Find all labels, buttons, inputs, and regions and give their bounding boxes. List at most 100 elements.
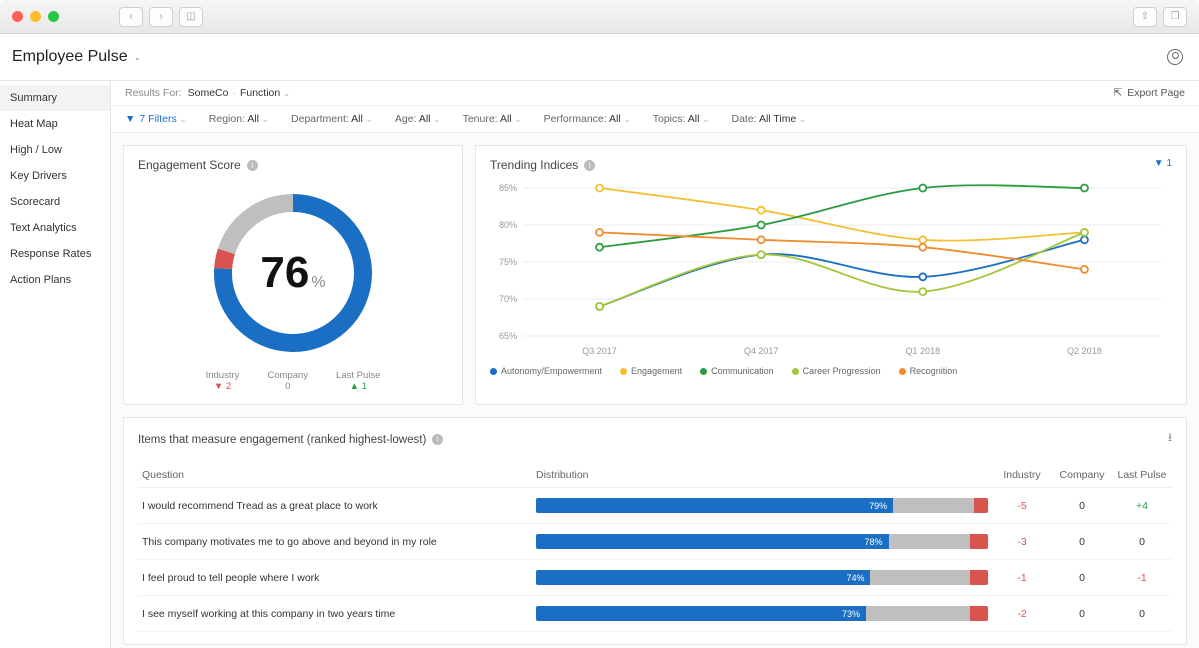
share-button[interactable]: ⇧ — [1133, 7, 1157, 27]
tabs-button[interactable]: ❐ — [1163, 7, 1187, 27]
table-row: I would recommend Tread as a great place… — [138, 488, 1172, 524]
info-icon[interactable]: i — [247, 160, 258, 171]
filter-topics[interactable]: Topics: All — [653, 113, 710, 125]
close-window-button[interactable] — [12, 11, 23, 22]
company-delta: 0 — [1052, 560, 1112, 596]
industry-delta: -1 — [992, 560, 1052, 596]
sidebar-item-text-analytics[interactable]: Text Analytics — [0, 215, 110, 241]
svg-text:80%: 80% — [499, 220, 517, 230]
items-table: QuestionDistributionIndustryCompanyLast … — [138, 463, 1172, 632]
svg-text:65%: 65% — [499, 331, 517, 341]
traffic-lights — [12, 11, 59, 22]
sidebar-item-scorecard[interactable]: Scorecard — [0, 189, 110, 215]
filter-region[interactable]: Region: All — [209, 113, 269, 125]
sidebar: SummaryHeat MapHigh / LowKey DriversScor… — [0, 81, 111, 648]
last-pulse-delta: -1 — [1112, 560, 1172, 596]
minimize-window-button[interactable] — [30, 11, 41, 22]
export-label: Export Page — [1127, 87, 1185, 99]
company-delta: 0 — [1052, 596, 1112, 632]
filters-count-dropdown[interactable]: ▼7 Filters — [125, 113, 187, 125]
sidebar-item-key-drivers[interactable]: Key Drivers — [0, 163, 110, 189]
gauge-legend-company: Company0 — [267, 370, 308, 392]
app-title-dropdown[interactable]: Employee Pulse ⌄ — [12, 48, 141, 66]
items-title: Items that measure engagement (ranked hi… — [138, 434, 426, 446]
nav-buttons: ‹ › ◫ — [119, 7, 203, 27]
company-delta: 0 — [1052, 488, 1112, 524]
app-header: Employee Pulse ⌄ — [0, 34, 1199, 81]
distribution-cell: 73% — [532, 596, 992, 632]
legend-recognition[interactable]: Recognition — [899, 366, 958, 376]
trending-indices-card: Trending Indices i ▼ 1 65% 70% 75% 80% 85% Q3… — [475, 145, 1187, 405]
zoom-window-button[interactable] — [48, 11, 59, 22]
trending-indices-title: Trending Indices — [490, 158, 578, 172]
percent-sign: % — [311, 274, 325, 291]
sidebar-item-action-plans[interactable]: Action Plans — [0, 267, 110, 293]
industry-delta: -2 — [992, 596, 1052, 632]
download-icon[interactable]: ⭳ — [1168, 430, 1172, 449]
last-pulse-delta: 0 — [1112, 596, 1172, 632]
sidebar-item-heat-map[interactable]: Heat Map — [0, 111, 110, 137]
col-company: Company — [1052, 463, 1112, 488]
table-row: I feel proud to tell people where I work… — [138, 560, 1172, 596]
engagement-score-value: 76 — [260, 248, 309, 297]
company-delta: 0 — [1052, 524, 1112, 560]
window-chrome: ‹ › ◫ ⇧ ❐ — [0, 0, 1199, 34]
info-icon[interactable]: i — [432, 434, 443, 445]
question-cell: I feel proud to tell people where I work — [138, 560, 532, 596]
export-icon: ⇱ — [1113, 87, 1122, 99]
filter-age[interactable]: Age: All — [395, 113, 441, 125]
back-button[interactable]: ‹ — [119, 7, 143, 27]
results-bar: Results For: SomeCo · Function ⇱ Export … — [111, 81, 1199, 106]
filter-icon: ▼ — [125, 113, 135, 125]
question-cell: I would recommend Tread as a great place… — [138, 488, 532, 524]
engagement-items-card: Items that measure engagement (ranked hi… — [123, 417, 1187, 645]
legend-autonomy-empowerment[interactable]: Autonomy/Empowerment — [490, 366, 602, 376]
svg-text:Q3 2017: Q3 2017 — [582, 346, 617, 356]
col-last-pulse: Last Pulse — [1112, 463, 1172, 488]
user-menu-icon[interactable] — [1167, 49, 1183, 65]
engagement-score-card: Engagement Score i 76% Industry▼ 2 Compan… — [123, 145, 463, 405]
distribution-cell: 78% — [532, 524, 992, 560]
svg-text:85%: 85% — [499, 183, 517, 193]
sidebar-item-summary[interactable]: Summary — [0, 85, 110, 111]
forward-button[interactable]: › — [149, 7, 173, 27]
table-row: This company motivates me to go above an… — [138, 524, 1172, 560]
app-title-label: Employee Pulse — [12, 48, 128, 66]
sidebar-toggle-button[interactable]: ◫ — [179, 7, 203, 27]
svg-text:Q1 2018: Q1 2018 — [906, 346, 941, 356]
filter-tenure[interactable]: Tenure: All — [463, 113, 522, 125]
trend-chart: 65%70%75%80%85%Q3 2017Q4 2017Q1 2018Q2 2… — [490, 180, 1172, 360]
svg-text:Q2 2018: Q2 2018 — [1067, 346, 1102, 356]
filter-date[interactable]: Date: All Time — [732, 113, 807, 125]
svg-text:70%: 70% — [499, 294, 517, 304]
chevron-down-icon: ⌄ — [134, 52, 142, 63]
grouping-dropdown[interactable]: Function — [240, 87, 290, 99]
legend-career-progression[interactable]: Career Progression — [792, 366, 881, 376]
table-row: I see myself working at this company in … — [138, 596, 1172, 632]
industry-delta: -5 — [992, 488, 1052, 524]
filter-performance[interactable]: Performance: All — [544, 113, 631, 125]
sidebar-item-high-low[interactable]: High / Low — [0, 137, 110, 163]
industry-delta: -3 — [992, 524, 1052, 560]
sidebar-item-response-rates[interactable]: Response Rates — [0, 241, 110, 267]
results-for-label: Results For: — [125, 87, 182, 99]
question-cell: This company motivates me to go above an… — [138, 524, 532, 560]
filter-department[interactable]: Department: All — [291, 113, 373, 125]
gauge-legend-last-pulse: Last Pulse▲ 1 — [336, 370, 380, 392]
gauge-legend-industry: Industry▼ 2 — [206, 370, 240, 392]
col-distribution: Distribution — [532, 463, 992, 488]
distribution-cell: 79% — [532, 488, 992, 524]
svg-text:75%: 75% — [499, 257, 517, 267]
info-icon[interactable]: i — [584, 160, 595, 171]
col-question: Question — [138, 463, 532, 488]
engagement-score-title: Engagement Score — [138, 158, 241, 172]
legend-communication[interactable]: Communication — [700, 366, 774, 376]
question-cell: I see myself working at this company in … — [138, 596, 532, 632]
filter-bar: ▼7 Filters Region: All Department: All Age… — [111, 106, 1199, 133]
legend-engagement[interactable]: Engagement — [620, 366, 682, 376]
chart-filter-button[interactable]: ▼ 1 — [1154, 158, 1172, 169]
last-pulse-delta: +4 — [1112, 488, 1172, 524]
col-industry: Industry — [992, 463, 1052, 488]
export-page-button[interactable]: ⇱ Export Page — [1113, 87, 1185, 99]
last-pulse-delta: 0 — [1112, 524, 1172, 560]
